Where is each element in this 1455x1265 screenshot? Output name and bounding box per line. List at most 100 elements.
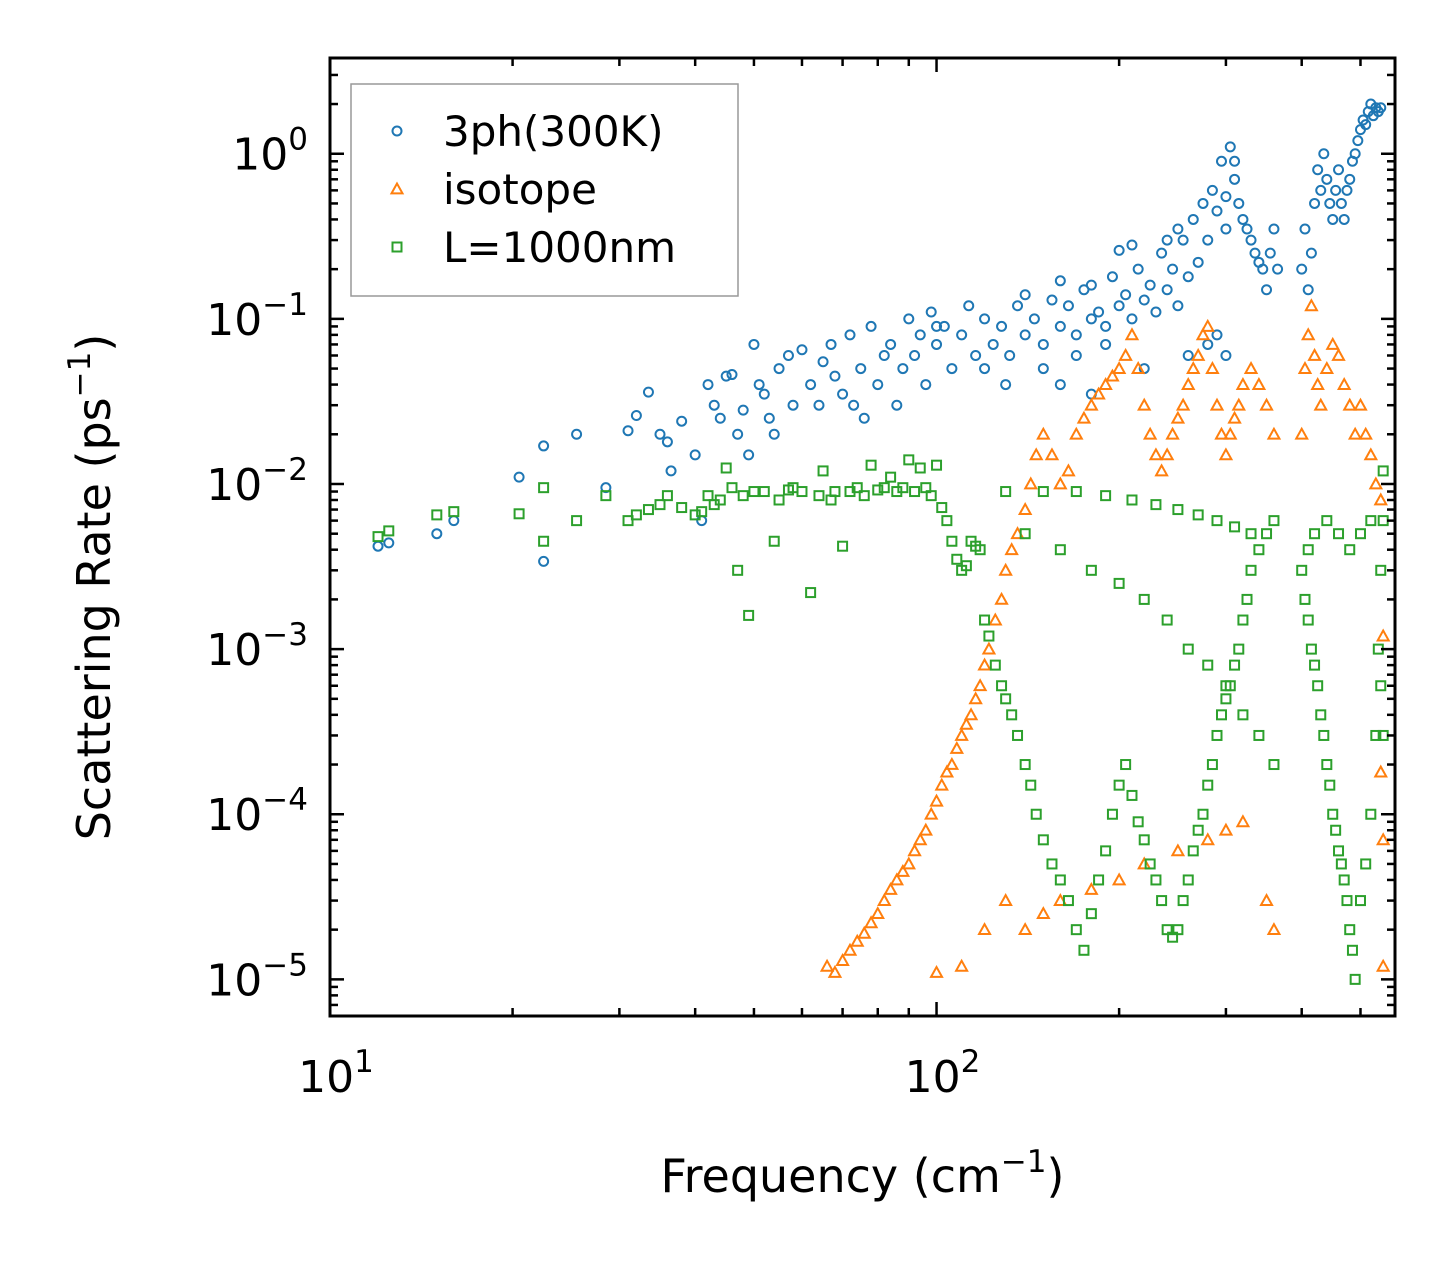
data-point — [665, 465, 677, 477]
data-point — [805, 379, 817, 391]
data-point — [1354, 528, 1366, 540]
data-point — [1243, 361, 1259, 374]
data-point — [1211, 515, 1223, 527]
data-point — [1054, 544, 1066, 556]
data-point — [383, 525, 395, 537]
data-point — [817, 356, 829, 368]
data-point — [1245, 564, 1257, 576]
data-point — [1177, 234, 1189, 246]
data-point — [1192, 824, 1204, 836]
data-point — [1257, 263, 1269, 275]
data-point — [1261, 284, 1273, 296]
data-point — [858, 490, 870, 502]
data-point — [1299, 223, 1311, 235]
data-point — [654, 499, 666, 511]
data-point — [1241, 223, 1253, 235]
data-point — [1150, 306, 1162, 318]
data-point — [981, 641, 997, 655]
data-point — [1299, 593, 1311, 605]
data-point — [1220, 693, 1232, 705]
data-point — [1375, 958, 1391, 972]
data-point — [1215, 709, 1227, 721]
data-point — [1037, 363, 1049, 375]
data-point — [1304, 298, 1319, 312]
data-point — [1061, 463, 1076, 477]
data-point — [835, 952, 850, 966]
data-point — [630, 409, 642, 421]
data-point — [1309, 197, 1321, 209]
data-point — [897, 482, 909, 494]
data-point — [979, 313, 991, 325]
data-point — [878, 482, 890, 494]
data-point — [661, 490, 673, 502]
data-point — [1142, 426, 1158, 440]
data-point — [1070, 349, 1082, 361]
data-point — [676, 415, 688, 427]
data-point — [1264, 247, 1276, 259]
data-point — [1192, 509, 1204, 521]
data-point — [571, 428, 583, 440]
data-point — [1335, 858, 1347, 870]
data-point — [1046, 858, 1058, 870]
data-point — [1333, 845, 1345, 857]
data-point — [1315, 709, 1327, 721]
data-point — [1327, 213, 1339, 225]
data-point — [979, 363, 991, 375]
data-point — [925, 306, 937, 318]
data-point — [1113, 244, 1125, 256]
data-point — [825, 338, 837, 350]
data-point — [768, 428, 780, 440]
data-point — [805, 587, 817, 599]
data-point — [1375, 628, 1391, 642]
data-point — [983, 630, 995, 642]
data-point — [1227, 410, 1242, 424]
data-point — [696, 506, 708, 518]
data-point — [1321, 173, 1333, 185]
data-point — [431, 528, 443, 540]
data-point — [1224, 141, 1236, 153]
data-point — [1206, 759, 1218, 771]
data-point — [1012, 300, 1024, 312]
data-point — [1100, 490, 1112, 502]
data-point — [538, 535, 550, 547]
legend-entry: isotope — [389, 165, 597, 214]
plot-frame — [328, 56, 1397, 1018]
data-point — [1037, 834, 1049, 846]
data-point — [1186, 361, 1201, 374]
data-point — [1030, 808, 1042, 820]
data-point — [1036, 906, 1051, 920]
data-point — [1004, 542, 1019, 556]
data-point — [819, 958, 835, 972]
data-point — [914, 329, 926, 341]
data-point — [851, 482, 863, 494]
data-point — [939, 764, 955, 778]
data-point — [1113, 779, 1125, 791]
data-point — [1036, 426, 1051, 440]
data-point — [1346, 944, 1358, 956]
data-point — [829, 370, 841, 382]
data-point — [1353, 397, 1368, 411]
data-point — [865, 320, 877, 332]
data-point — [1296, 263, 1308, 275]
data-point — [1012, 729, 1024, 741]
data-point — [1098, 377, 1113, 390]
data-point — [878, 349, 890, 361]
data-point — [872, 484, 884, 496]
data-point — [1373, 764, 1388, 778]
data-point — [431, 509, 443, 521]
data-point — [817, 465, 829, 477]
data-point — [753, 379, 765, 391]
data-point — [1268, 759, 1280, 771]
data-point — [448, 506, 460, 518]
legend: 3ph(300K) isotope L=1000nm — [350, 83, 739, 297]
data-point — [1354, 895, 1366, 907]
data-point — [1325, 336, 1340, 350]
data-point — [372, 540, 384, 552]
data-point — [1237, 614, 1249, 626]
data-point — [714, 494, 726, 506]
data-point — [1130, 361, 1146, 374]
data-point — [963, 300, 975, 312]
data-point — [600, 490, 612, 502]
data-point — [1266, 426, 1282, 440]
data-point — [1261, 528, 1273, 540]
